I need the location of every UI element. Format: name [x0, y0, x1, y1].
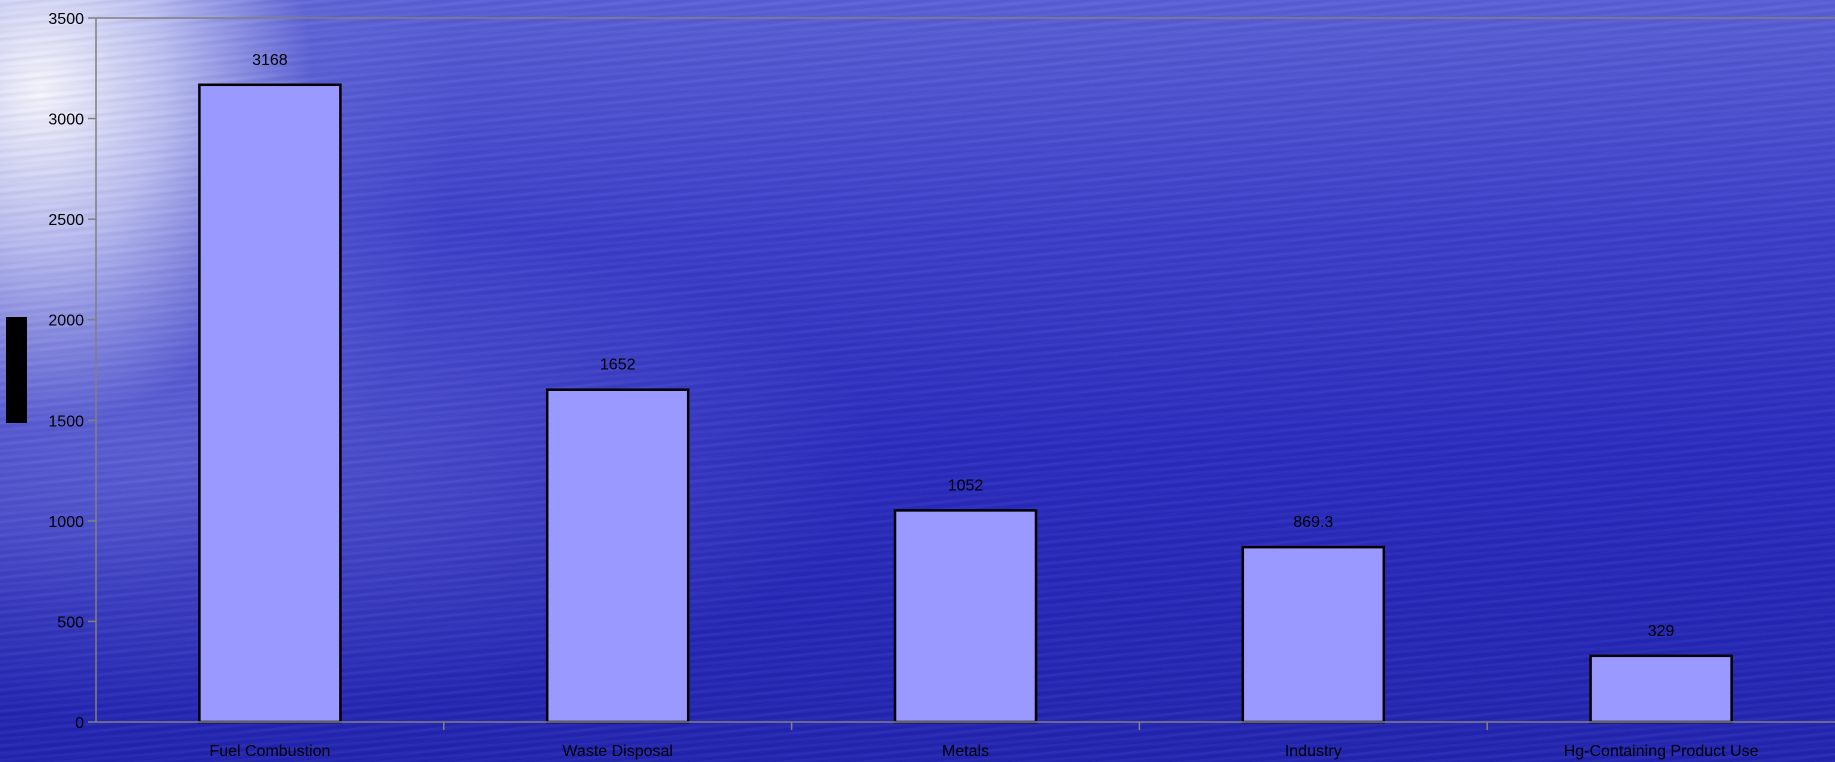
bar-value-label: 1652 — [600, 357, 636, 374]
y-tick-label: 2500 — [48, 212, 84, 229]
y-tick-label: 3000 — [48, 112, 84, 129]
y-tick-label: 2000 — [48, 313, 84, 330]
y-tick-label: 1500 — [48, 413, 84, 430]
bar-value-label: 329 — [1648, 623, 1675, 640]
bar — [545, 388, 690, 724]
x-category-label: Industry — [1285, 743, 1342, 760]
bar — [1589, 654, 1733, 724]
bar — [893, 509, 1038, 724]
x-category-label: Metals — [942, 743, 989, 760]
bar — [198, 83, 342, 724]
x-category-label: Hg-Containing Product Use — [1564, 743, 1759, 760]
bar-value-label: 3168 — [252, 52, 288, 69]
x-axis-labels: Fuel Combustion Waste Disposal Metals Indus… — [209, 743, 1758, 760]
left-black-marker — [6, 317, 27, 423]
y-tick-label: 3500 — [48, 11, 84, 28]
x-category-label: Waste Disposal — [562, 743, 673, 760]
y-axis-ticks: 0 500 1000 1500 2000 2500 3000 3500 — [48, 11, 96, 732]
axes — [95, 17, 1835, 730]
bar-value-label: 1052 — [948, 477, 984, 494]
bar-value-label: 869.3 — [1293, 514, 1333, 531]
x-category-label: Fuel Combustion — [209, 743, 330, 760]
y-tick-label: 500 — [57, 614, 84, 631]
bar — [1241, 545, 1386, 724]
data-labels: 3168 1652 1052 869.3 329 — [252, 52, 1674, 640]
bars — [198, 83, 1733, 724]
y-tick-label: 0 — [75, 715, 84, 732]
y-tick-label: 1000 — [48, 514, 84, 531]
